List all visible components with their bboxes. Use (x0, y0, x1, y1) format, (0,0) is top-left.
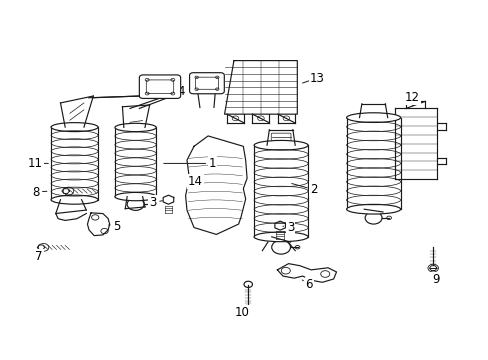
Text: 10: 10 (234, 306, 249, 319)
Text: 3: 3 (149, 196, 156, 209)
Text: 11: 11 (28, 157, 43, 170)
Text: 9: 9 (431, 273, 439, 286)
Text: 13: 13 (309, 72, 324, 85)
Text: 12: 12 (404, 91, 419, 104)
Ellipse shape (51, 123, 98, 132)
Text: 7: 7 (35, 250, 42, 263)
Text: 2: 2 (309, 183, 317, 196)
Ellipse shape (51, 195, 98, 204)
FancyBboxPatch shape (189, 73, 224, 94)
Text: 1: 1 (208, 157, 216, 170)
Text: 8: 8 (32, 186, 39, 199)
Ellipse shape (115, 193, 156, 201)
Ellipse shape (346, 204, 400, 214)
Text: 3: 3 (286, 221, 294, 234)
Ellipse shape (254, 232, 307, 242)
Ellipse shape (346, 113, 400, 122)
Text: 6: 6 (305, 278, 312, 291)
Ellipse shape (254, 140, 307, 150)
Ellipse shape (115, 123, 156, 132)
Text: 4: 4 (177, 85, 184, 98)
Text: 5: 5 (113, 220, 120, 233)
FancyBboxPatch shape (139, 75, 180, 98)
Text: 14: 14 (187, 175, 203, 188)
